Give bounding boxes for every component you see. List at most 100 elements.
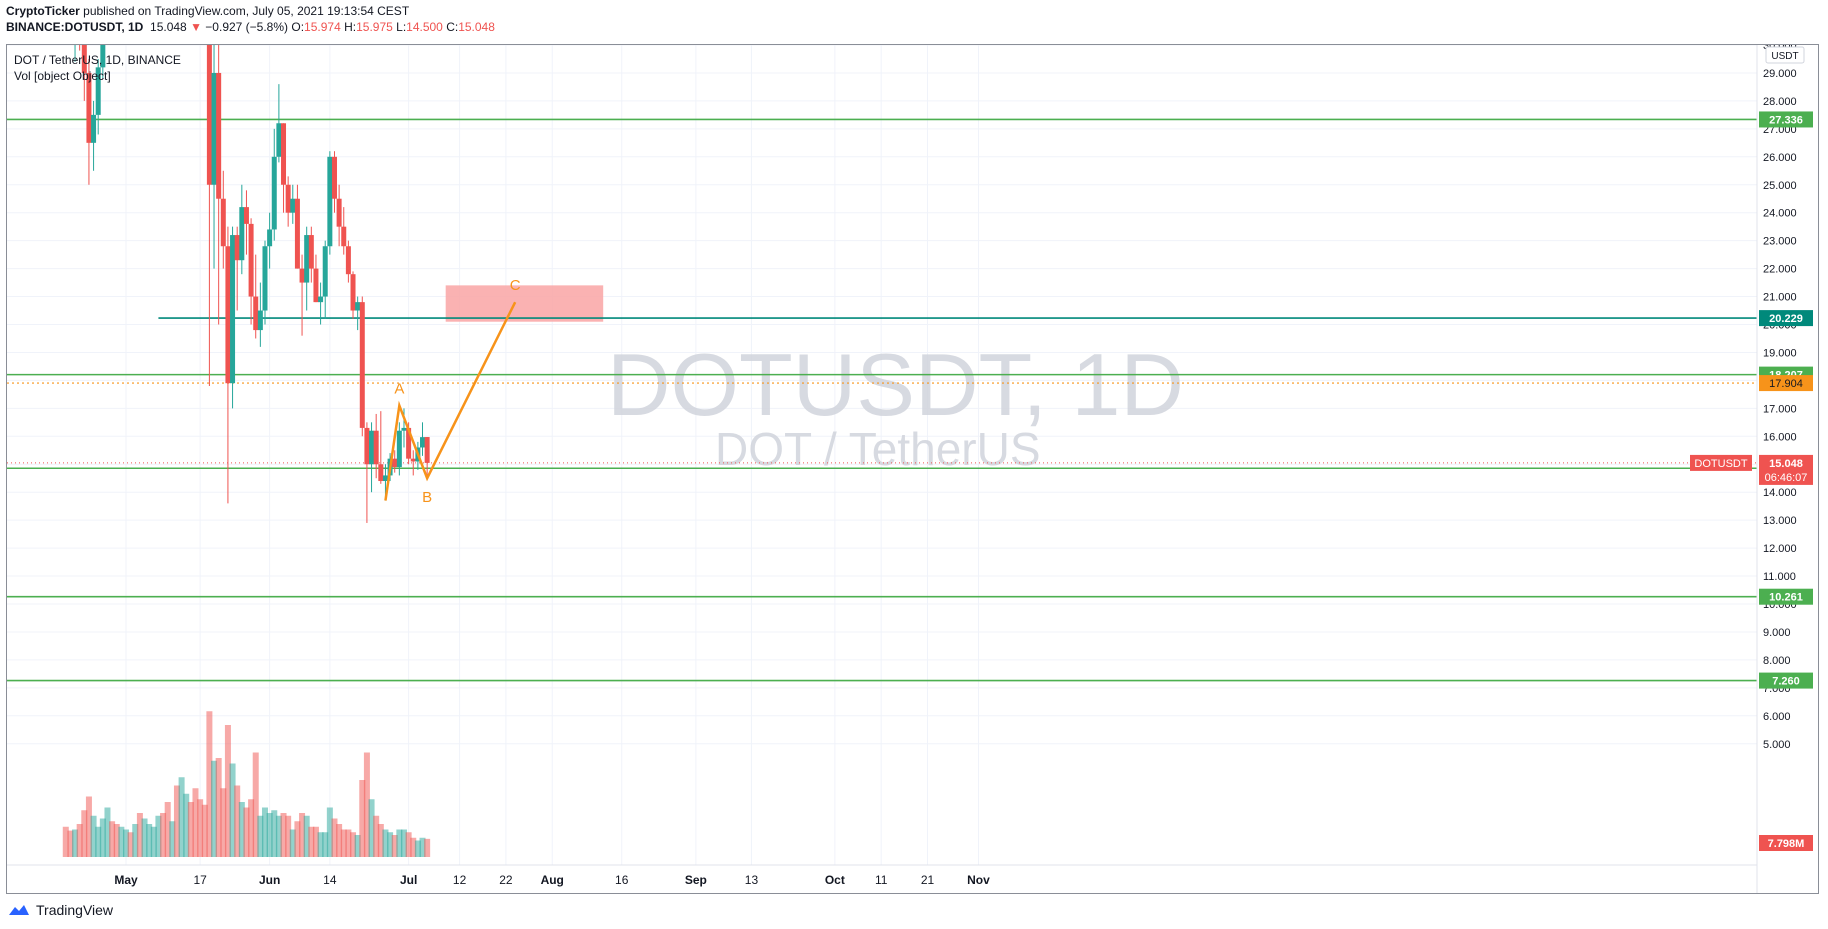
- candle-body: [327, 156, 333, 247]
- volume-bar: [109, 821, 116, 857]
- volume-bar: [271, 810, 278, 857]
- high-label: H:: [344, 20, 357, 34]
- candle-body: [276, 123, 282, 157]
- price-tick-label: 21.000: [1763, 292, 1797, 304]
- candle-body: [345, 246, 351, 275]
- volume-bar: [308, 826, 315, 857]
- candle-body: [262, 246, 268, 311]
- volume-bars: [62, 711, 431, 857]
- price-tick-label: 28.000: [1763, 96, 1797, 108]
- pattern-point-label: C: [510, 277, 521, 294]
- abc-pattern: A B C: [384, 277, 521, 506]
- volume-bar: [326, 807, 333, 857]
- volume-bar: [424, 838, 431, 857]
- volume-bar: [215, 758, 222, 857]
- price-tick-label: 19.000: [1763, 347, 1797, 359]
- price-tick-label: 6.000: [1763, 711, 1791, 723]
- volume-bar: [419, 837, 426, 857]
- volume-bar: [197, 799, 204, 857]
- publish-text: published on TradingView.com, July 05, 2…: [83, 4, 410, 18]
- candle-body: [420, 437, 426, 448]
- low-value: 14.500: [406, 20, 443, 34]
- volume-bar: [104, 807, 111, 857]
- volume-bar: [294, 821, 301, 857]
- candle-body: [369, 430, 375, 465]
- currency-badge: [1765, 46, 1805, 64]
- level-badge: [1759, 588, 1813, 605]
- time-tick-label: 22: [499, 873, 513, 887]
- volume-bar: [178, 777, 185, 857]
- volume-bar: [299, 813, 306, 857]
- volume-bar: [224, 725, 231, 857]
- candle-body: [331, 156, 337, 199]
- price-tick-label: 13.000: [1763, 515, 1797, 527]
- time-tick-label: 16: [615, 873, 629, 887]
- volume-bar: [248, 799, 255, 857]
- volume-bar: [317, 832, 324, 857]
- candle-body: [410, 458, 416, 462]
- volume-bar: [113, 824, 120, 857]
- time-tick-label: Sep: [685, 873, 707, 887]
- volume-bar: [118, 826, 125, 857]
- volume-bar: [275, 815, 282, 857]
- author-name[interactable]: CryptoTicker: [6, 4, 80, 18]
- time-axis[interactable]: May 17 Jun 14 Jul 12 22 Aug 16 Sep 13 Oct 11 21 Nov: [114, 873, 990, 887]
- price-tick-label: 5.000: [1763, 739, 1791, 751]
- candle-body: [424, 437, 430, 463]
- volume-bar: [206, 711, 213, 857]
- candle-body: [211, 72, 217, 185]
- chart-frame[interactable]: DOTUSDT, 1D DOT / TetherUS A B C 5.000 6.00…: [6, 44, 1819, 894]
- volume-bar: [363, 752, 370, 857]
- candle-body: [100, 45, 106, 68]
- price-tick-label: 8.000: [1763, 655, 1791, 667]
- volume-bar: [67, 830, 74, 857]
- volume-bar: [220, 788, 227, 857]
- volume-bar: [169, 821, 176, 857]
- candle-body: [281, 123, 287, 185]
- volume-bar: [336, 824, 343, 857]
- footer-logo[interactable]: TradingView: [8, 902, 113, 918]
- time-tick-label: Oct: [825, 873, 845, 887]
- volume-bar: [414, 840, 421, 857]
- volume-bar: [354, 835, 361, 857]
- candle-body: [91, 114, 97, 143]
- volume-bar: [136, 813, 143, 857]
- volume-bar: [141, 818, 148, 857]
- legend-volume: Vol [object Object]: [14, 69, 111, 83]
- candle-body: [364, 427, 370, 465]
- volume-bar: [123, 829, 129, 857]
- level-badge-label: 20.229: [1769, 313, 1803, 325]
- price-chart[interactable]: DOTUSDT, 1D DOT / TetherUS A B C 5.000 6.00…: [7, 45, 1818, 893]
- publish-header: CryptoTicker published on TradingView.co…: [6, 3, 495, 35]
- volume-bar: [132, 824, 139, 857]
- price-badges: 27.33620.22918.20714.85710.2617.26017.90…: [1690, 111, 1813, 851]
- close-label: C:: [446, 20, 459, 34]
- volume-bar: [312, 826, 319, 857]
- watermark-description: DOT / TetherUS: [715, 423, 1041, 475]
- price-tick-label: 16.000: [1763, 431, 1797, 443]
- volume-bar: [252, 752, 259, 857]
- time-tick-label: 14: [323, 873, 337, 887]
- volume-bar: [150, 826, 157, 857]
- volume-bar: [410, 837, 417, 857]
- volume-bar: [90, 815, 97, 857]
- candle-body: [294, 198, 300, 269]
- candles: [74, 45, 430, 523]
- price-tick-label: 24.000: [1763, 208, 1797, 220]
- currency-badge-label: USDT: [1771, 51, 1798, 62]
- volume-bar: [280, 813, 287, 857]
- time-tick-label: Aug: [541, 873, 564, 887]
- candle-body: [216, 72, 222, 199]
- volume-bar: [95, 826, 102, 857]
- volume-bar: [127, 832, 134, 857]
- candle-body: [267, 229, 273, 247]
- volume-bar: [192, 788, 199, 857]
- volume-bar: [396, 829, 403, 857]
- volume-bar: [234, 785, 241, 857]
- symbol-badge-label: DOTUSDT: [1694, 458, 1747, 470]
- volume-bar: [99, 818, 106, 857]
- volume-bar: [257, 815, 264, 857]
- volume-bar: [391, 835, 398, 857]
- candle-body: [239, 207, 245, 261]
- price-tick-label: 12.000: [1763, 543, 1797, 555]
